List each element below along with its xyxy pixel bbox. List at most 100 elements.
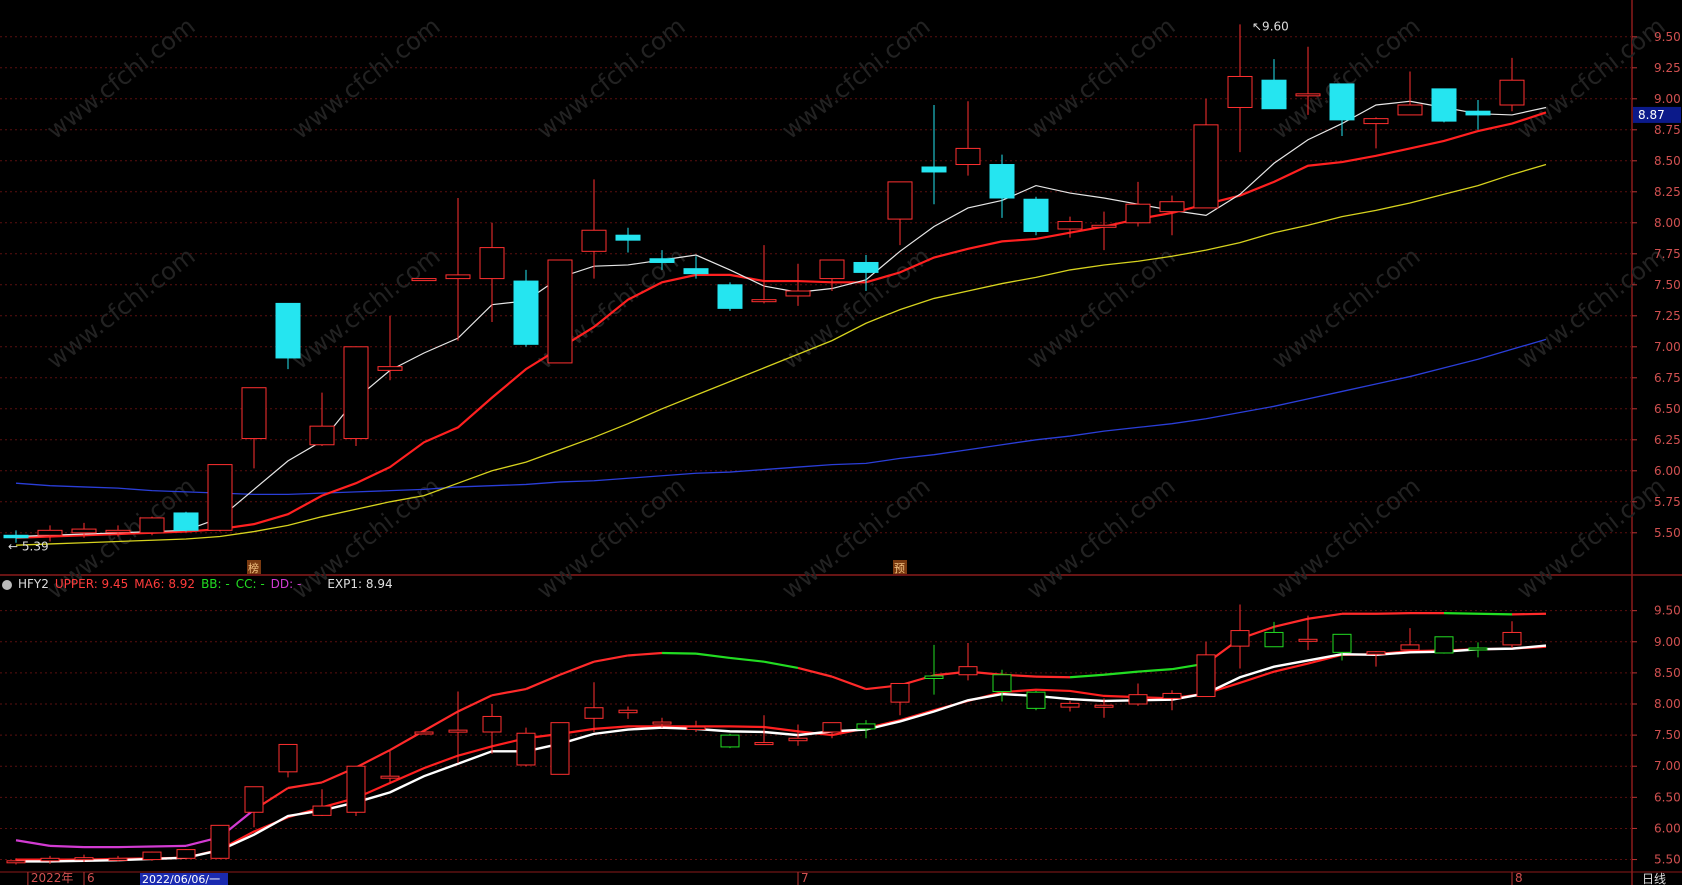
y-tick-label: 7.50 bbox=[1654, 278, 1681, 292]
ind-candle-body bbox=[924, 675, 944, 679]
upper-line-seg bbox=[15, 839, 51, 847]
candle-body bbox=[71, 528, 97, 534]
candle-body bbox=[819, 259, 845, 280]
ind-candle-body bbox=[992, 674, 1012, 693]
upper-line-seg bbox=[1035, 675, 1071, 679]
y-tick-label: 7.50 bbox=[1654, 728, 1681, 742]
candle-body bbox=[751, 299, 777, 303]
ma-long-line bbox=[15, 163, 1547, 546]
ind-candle-body bbox=[754, 742, 774, 746]
watermark-text: www.cfchi.com bbox=[1021, 472, 1180, 605]
x-tick-label: 2022年 bbox=[31, 871, 74, 885]
y-tick-label: 8.25 bbox=[1654, 185, 1681, 199]
ind-candle-body bbox=[176, 849, 196, 859]
gear-icon[interactable] bbox=[2, 579, 12, 590]
watermark-text: www.cfchi.com bbox=[41, 12, 200, 145]
main-moving-averages bbox=[15, 100, 1547, 546]
upper-line-seg bbox=[457, 694, 493, 713]
ind-candle-body bbox=[346, 765, 366, 813]
marker-box bbox=[893, 560, 907, 574]
y-tick-label: 9.25 bbox=[1654, 61, 1681, 75]
ind-candle-body bbox=[482, 715, 502, 733]
ind-candle-body bbox=[516, 732, 536, 766]
ind-candle-body bbox=[74, 857, 94, 861]
candle-body bbox=[1431, 88, 1457, 122]
candle-body bbox=[3, 534, 29, 539]
indicator-lines bbox=[15, 612, 1547, 863]
ma-mid-line bbox=[15, 111, 1547, 539]
ind-candle-body bbox=[1026, 691, 1046, 709]
annotations: 8.87 ↖9.60 ← 5.39 榜 预 2022年 6 7 8 2022/06/06/一 日线 bbox=[8, 19, 1681, 885]
ind-candle-body bbox=[618, 709, 638, 714]
y-tick-label: 7.25 bbox=[1654, 309, 1681, 323]
ind-candle-body bbox=[312, 805, 332, 816]
candle-body bbox=[411, 278, 437, 282]
upper-line-seg bbox=[525, 673, 561, 691]
candle-body bbox=[513, 280, 539, 345]
upper-line-seg bbox=[423, 710, 459, 732]
ind-candle-body bbox=[686, 726, 706, 731]
ind-candle-body bbox=[652, 721, 672, 725]
price-axis: 9.50 9.25 9.00 8.75 8.50 8.25 8.00 7.75 7.50 7.25… bbox=[1632, 30, 1681, 867]
ind-candle-body bbox=[380, 775, 400, 779]
ind-candle-body bbox=[1400, 644, 1420, 651]
y-tick-label: 5.50 bbox=[1654, 526, 1681, 540]
ind-candle-body bbox=[788, 737, 808, 742]
y-tick-label: 9.50 bbox=[1654, 30, 1681, 44]
watermark-text: www.cfchi.com bbox=[1266, 12, 1425, 145]
ind-candle-body bbox=[244, 786, 264, 813]
candle-body bbox=[207, 464, 233, 531]
indicator-name[interactable]: HFY2 bbox=[18, 577, 49, 591]
ind-candle-body bbox=[142, 851, 162, 861]
candle-body bbox=[1023, 198, 1049, 232]
upper-line-seg bbox=[1307, 612, 1343, 620]
y-tick-label: 6.00 bbox=[1654, 821, 1681, 835]
candle-body bbox=[1193, 124, 1219, 209]
upper-line-seg bbox=[151, 844, 187, 848]
x-tick-label: 6 bbox=[87, 871, 95, 885]
upper-line-seg bbox=[831, 675, 867, 691]
y-tick-label: 9.50 bbox=[1654, 604, 1681, 618]
candle-body bbox=[1057, 221, 1083, 230]
candle-body bbox=[1363, 118, 1389, 125]
ma-short-line bbox=[15, 100, 1547, 538]
ma-blue-line bbox=[15, 338, 1547, 496]
ind-candle-body bbox=[448, 729, 468, 733]
candle-body bbox=[649, 258, 675, 263]
ind-candle-body bbox=[1162, 692, 1182, 699]
candle-body bbox=[921, 166, 947, 173]
ind-candle-body bbox=[1264, 631, 1284, 648]
ind-candle-body bbox=[1230, 630, 1250, 647]
y-tick-label: 5.75 bbox=[1654, 495, 1681, 509]
y-tick-label: 8.50 bbox=[1654, 666, 1681, 680]
y-tick-label: 9.00 bbox=[1654, 635, 1681, 649]
y-tick-label: 6.00 bbox=[1654, 464, 1681, 478]
candle-body bbox=[105, 529, 131, 533]
ind-candle-body bbox=[1128, 694, 1148, 705]
ind-candle-body bbox=[108, 857, 128, 861]
upper-line-seg bbox=[1103, 670, 1139, 676]
ind-candle-body bbox=[958, 666, 978, 676]
y-tick-label: 7.75 bbox=[1654, 247, 1681, 261]
y-tick-label: 8.00 bbox=[1654, 216, 1681, 230]
ind-candle-body bbox=[1434, 636, 1454, 654]
indicator-header: HFY2 UPPER: 9.45 MA6: 8.92 BB: - CC: - DD: - E… bbox=[0, 574, 405, 594]
candle-body bbox=[989, 164, 1015, 199]
indicator-candles bbox=[6, 604, 1522, 865]
ma6-line bbox=[16, 645, 1547, 861]
candle-body bbox=[581, 229, 607, 252]
low-label: ← 5.39 bbox=[8, 539, 49, 553]
y-tick-label: 5.50 bbox=[1654, 853, 1681, 867]
y-tick-label: 6.50 bbox=[1654, 790, 1681, 804]
ind-candle-body bbox=[584, 707, 604, 719]
ind-candle-body bbox=[1502, 631, 1522, 646]
main-candles bbox=[3, 24, 1525, 543]
upper-line-seg bbox=[1511, 612, 1547, 616]
ind-candle-body bbox=[856, 723, 876, 730]
watermark-text: www.cfchi.com bbox=[531, 472, 690, 605]
ind-candle-body bbox=[720, 734, 740, 748]
indicator-label: DD: - bbox=[270, 577, 302, 591]
ind-candle-body bbox=[1366, 651, 1386, 655]
